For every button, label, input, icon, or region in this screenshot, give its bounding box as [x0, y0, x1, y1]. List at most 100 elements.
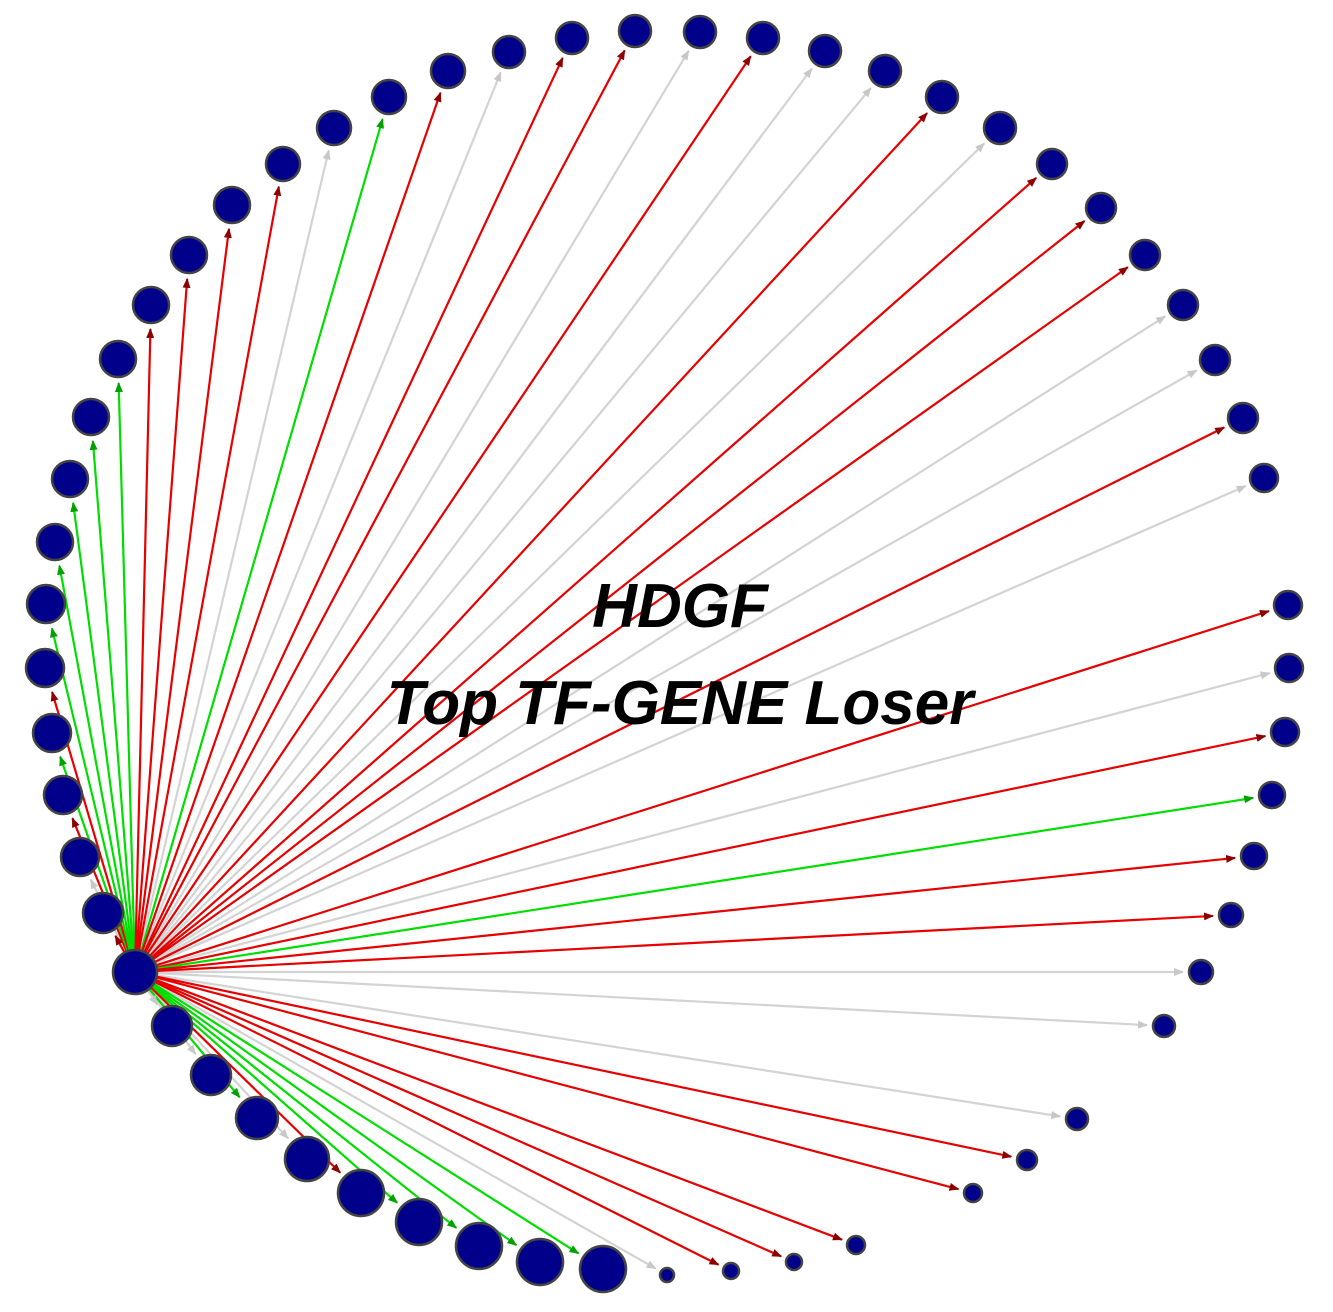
- node: [283, 1135, 331, 1183]
- node: [1128, 238, 1162, 272]
- edge: [152, 315, 1167, 962]
- node: [617, 13, 653, 49]
- node: [150, 1004, 194, 1048]
- edge: [152, 982, 580, 1255]
- node: [1273, 652, 1305, 684]
- node: [515, 1237, 565, 1287]
- node: [658, 1266, 676, 1284]
- node: [81, 891, 125, 935]
- node: [1064, 1106, 1090, 1132]
- edge: [138, 149, 331, 951]
- node: [1166, 288, 1200, 322]
- edge: [144, 49, 626, 954]
- edge: [148, 87, 872, 956]
- edge: [142, 71, 502, 953]
- edge: [134, 327, 155, 951]
- node: [867, 53, 903, 89]
- edge: [156, 975, 1013, 1159]
- node: [59, 836, 101, 878]
- edge: [154, 426, 1226, 964]
- node: [264, 145, 302, 183]
- node: [25, 583, 67, 625]
- edge: [156, 972, 1149, 1029]
- node: [131, 285, 171, 325]
- node: [1084, 191, 1118, 225]
- node: [1187, 958, 1215, 986]
- node: [189, 1053, 233, 1097]
- edge: [114, 381, 136, 951]
- edge: [135, 277, 191, 951]
- edge: [150, 177, 1037, 959]
- node: [1257, 780, 1287, 810]
- node: [745, 20, 781, 56]
- node: [982, 110, 1018, 146]
- node: [429, 52, 467, 90]
- edge: [70, 501, 134, 951]
- node: [71, 397, 111, 437]
- node: [1217, 901, 1245, 929]
- node: [1248, 462, 1280, 494]
- edge: [153, 369, 1198, 963]
- edge: [152, 266, 1129, 961]
- edge: [156, 912, 1215, 972]
- edge: [137, 185, 282, 951]
- edge: [89, 439, 135, 951]
- node: [1239, 841, 1269, 871]
- node: [24, 647, 66, 689]
- title-line: Top TF-GENE Loser: [387, 669, 977, 738]
- edge: [57, 564, 133, 951]
- edge: [154, 980, 720, 1266]
- node: [1151, 1013, 1177, 1039]
- node: [1226, 401, 1260, 435]
- edge: [155, 976, 960, 1191]
- node: [394, 1197, 444, 1247]
- node: [336, 1168, 386, 1218]
- node: [98, 339, 138, 379]
- node: [42, 774, 84, 816]
- node: [1272, 589, 1304, 621]
- edge: [151, 220, 1086, 960]
- edge: [141, 91, 442, 952]
- edge: [140, 118, 384, 952]
- node: [1198, 343, 1232, 377]
- node: [111, 948, 159, 996]
- title-line: HDGF: [592, 572, 770, 641]
- edge: [149, 112, 928, 957]
- edge: [114, 934, 126, 954]
- node: [784, 1252, 804, 1272]
- edge: [154, 979, 783, 1258]
- node: [578, 1244, 628, 1294]
- node: [491, 34, 527, 70]
- edge: [154, 485, 1247, 965]
- node: [370, 78, 408, 116]
- edge: [149, 142, 986, 958]
- node: [807, 33, 843, 69]
- node: [554, 20, 590, 56]
- node: [1035, 147, 1069, 181]
- edges: [50, 49, 1271, 1270]
- edge: [145, 49, 690, 954]
- edge: [156, 795, 1255, 970]
- node: [234, 1095, 280, 1141]
- edge: [153, 981, 657, 1270]
- edge: [156, 974, 1062, 1119]
- node: [721, 1261, 741, 1281]
- edge: [136, 227, 232, 951]
- edge: [151, 984, 458, 1229]
- nodes: [24, 13, 1305, 1294]
- node: [212, 185, 252, 225]
- node: [50, 459, 90, 499]
- node: [924, 79, 960, 115]
- node: [31, 712, 73, 754]
- edge: [156, 854, 1237, 971]
- node: [682, 14, 718, 50]
- node: [315, 109, 353, 147]
- edge: [155, 671, 1271, 968]
- edge: [146, 989, 159, 1006]
- edge: [155, 978, 843, 1241]
- node: [169, 235, 209, 275]
- node: [962, 1182, 984, 1204]
- node: [35, 522, 75, 562]
- edge: [147, 67, 813, 956]
